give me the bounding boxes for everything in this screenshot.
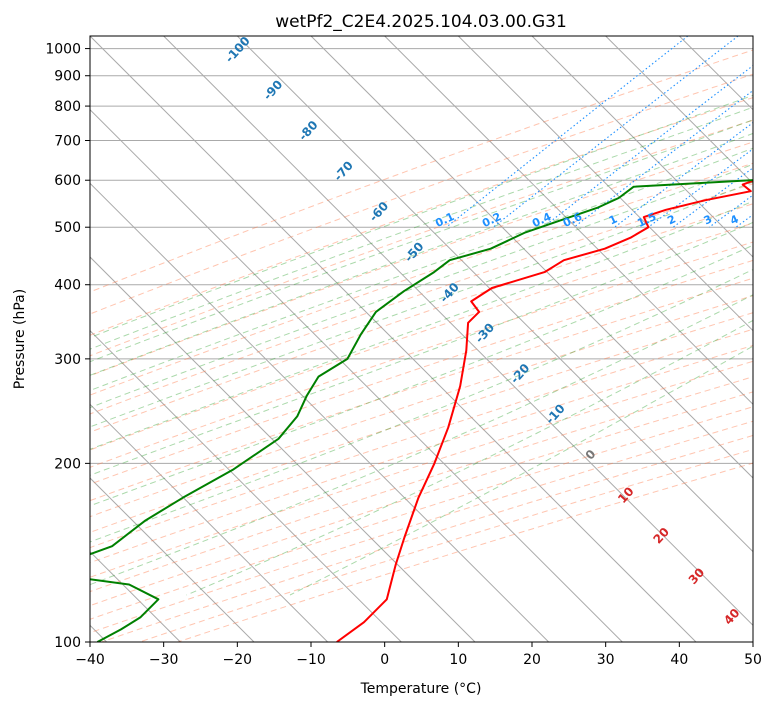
x-tick-label: −30 [149, 652, 179, 668]
x-tick-label: −20 [223, 652, 253, 668]
x-tick-label: 30 [597, 652, 615, 668]
y-tick-label: 300 [54, 352, 81, 368]
y-axis-label: Pressure (hPa) [12, 289, 28, 389]
x-tick-label: 50 [744, 652, 762, 668]
chart-title: wetPf2_C2E4.2025.104.03.00.G31 [275, 12, 567, 32]
y-tick-label: 400 [54, 278, 81, 294]
y-tick-label: 200 [54, 456, 81, 472]
x-tick-label: −10 [296, 652, 326, 668]
y-tick-label: 700 [54, 133, 81, 149]
x-axis-label: Temperature (°C) [360, 681, 482, 697]
x-tick-label: 0 [380, 652, 389, 668]
x-tick-label: 10 [449, 652, 467, 668]
y-tick-label: 100 [54, 635, 81, 651]
y-tick-label: 1000 [45, 42, 81, 58]
y-tick-label: 900 [54, 69, 81, 85]
x-tick-label: 20 [523, 652, 541, 668]
y-tick-label: 800 [54, 99, 81, 115]
y-tick-label: 500 [54, 220, 81, 236]
x-tick-label: 40 [670, 652, 688, 668]
x-tick-label: −40 [75, 652, 105, 668]
y-tick-label: 600 [54, 173, 81, 189]
